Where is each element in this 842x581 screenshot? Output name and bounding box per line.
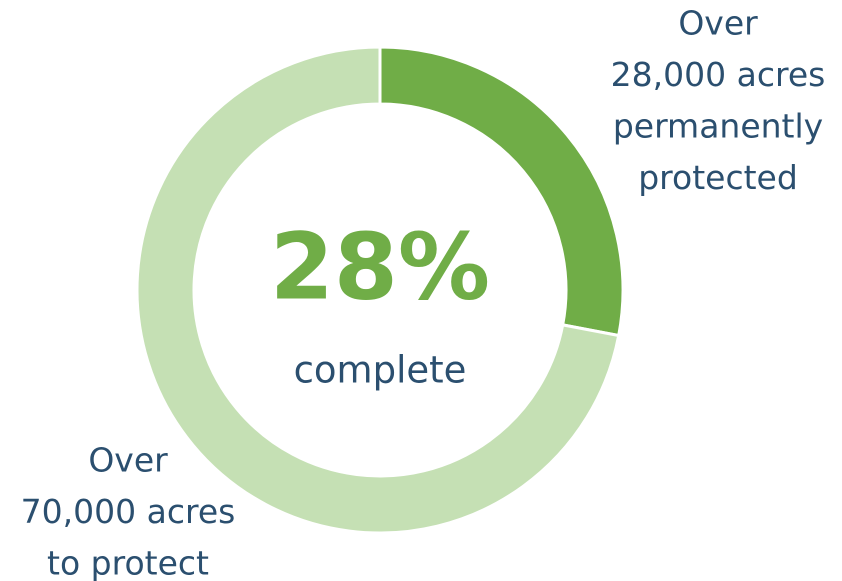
segment-label: 28,000 acres bbox=[611, 55, 826, 94]
center-subtitle: complete bbox=[294, 349, 467, 392]
segment-label: permanently bbox=[613, 107, 823, 146]
donut-segment bbox=[135, 45, 621, 535]
segment-label: 70,000 acres bbox=[21, 492, 236, 531]
center-value: 28% bbox=[270, 213, 490, 320]
segment-label: Over bbox=[678, 4, 758, 43]
segment-label: to protect bbox=[47, 544, 209, 581]
segment-label: Over bbox=[88, 441, 168, 480]
segment-label: protected bbox=[638, 158, 798, 197]
